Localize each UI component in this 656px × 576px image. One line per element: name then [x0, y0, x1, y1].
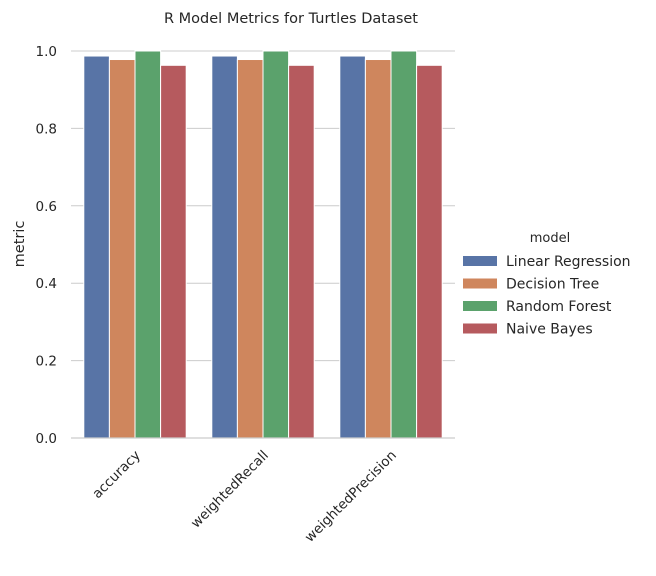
y-tick-label: 0.4	[36, 276, 57, 292]
bar-2-2	[390, 50, 418, 439]
bars	[83, 50, 443, 439]
bar-2-1	[364, 59, 392, 439]
bar-0-0	[83, 55, 110, 439]
y-tick-label: 0.2	[36, 354, 57, 370]
bar-1-0	[211, 55, 238, 439]
bar-2-0	[339, 55, 366, 439]
bar-2-3	[416, 64, 443, 439]
legend-label: Decision Tree	[506, 277, 599, 293]
y-tick-label: 1.0	[36, 44, 57, 60]
y-tick-label: 0.0	[36, 431, 57, 447]
y-tick-label: 0.8	[36, 121, 57, 137]
chart-title: R Model Metrics for Turtles Dataset	[164, 11, 418, 27]
legend-swatch	[463, 323, 497, 334]
legend-label: Naive Bayes	[506, 322, 593, 338]
x-tick-label: weightedRecall	[188, 448, 272, 532]
bar-0-1	[108, 59, 136, 439]
x-tick-label: accuracy	[89, 448, 143, 502]
y-axis-label: metric	[12, 221, 28, 268]
bar-1-1	[236, 59, 264, 439]
legend-title: model	[530, 231, 570, 246]
legend-swatch	[463, 301, 497, 311]
bar-0-3	[160, 64, 187, 439]
legend-label: Linear Regression	[506, 254, 631, 270]
legend-swatch	[463, 256, 497, 266]
bar-0-2	[134, 50, 162, 439]
bar-1-3	[288, 64, 315, 439]
y-tick-label: 0.6	[36, 199, 57, 215]
bar-1-2	[262, 50, 290, 439]
legend: model Linear Regression Decision Tree Rando…	[463, 231, 631, 338]
legend-swatch	[463, 278, 497, 289]
x-tick-label: weightedPrecision	[302, 448, 400, 546]
legend-label: Random Forest	[506, 299, 612, 315]
